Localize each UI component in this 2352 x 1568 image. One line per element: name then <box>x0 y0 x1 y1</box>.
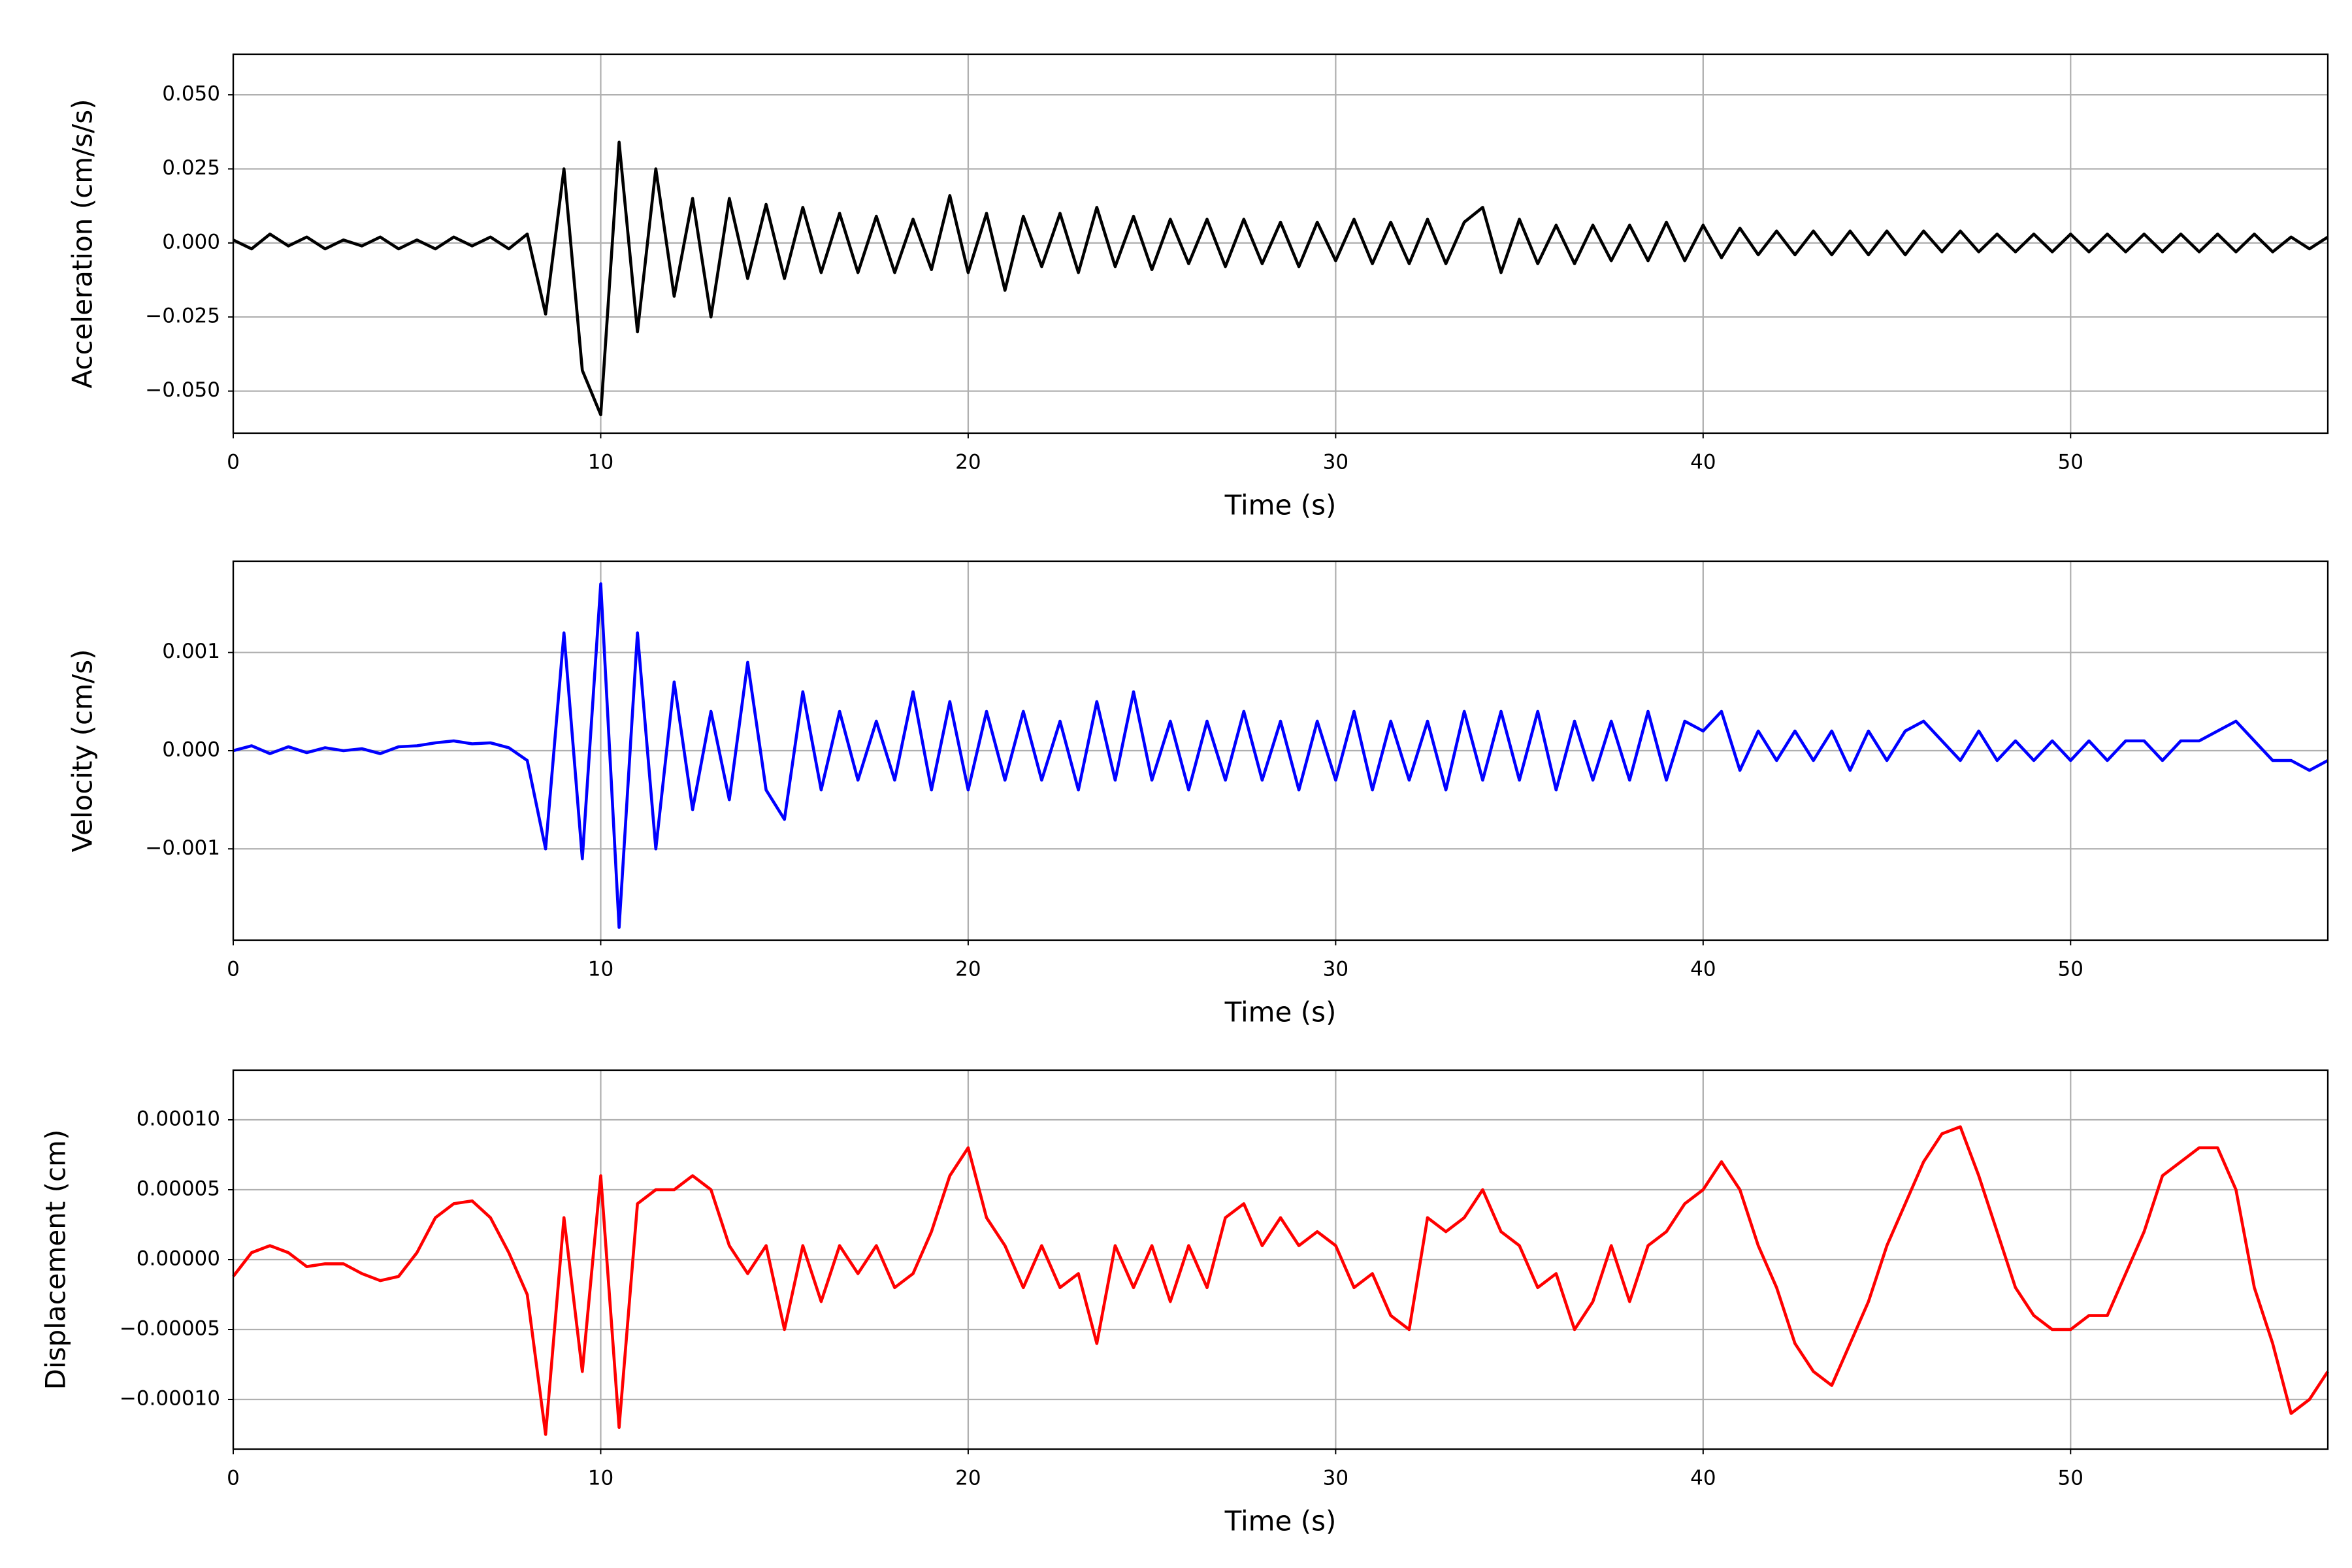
y-axis-label: Displacement (cm) <box>40 1130 72 1390</box>
y-tick-label: 0.000 <box>162 230 220 253</box>
x-tick-label: 20 <box>955 958 981 981</box>
y-tick-label: 0.025 <box>162 156 220 180</box>
y-tick-label: 0.000 <box>162 738 220 762</box>
x-tick-label: 50 <box>2058 958 2083 981</box>
x-tick-label: 20 <box>955 1467 981 1490</box>
x-axis-label: Time (s) <box>1224 489 1337 521</box>
x-tick-label: 50 <box>2058 451 2083 474</box>
plot-frame <box>232 53 2329 434</box>
y-tick-label: 0.00005 <box>137 1177 220 1200</box>
y-tick-label: −0.050 <box>145 378 220 402</box>
y-tick-label: 0.00000 <box>137 1247 220 1271</box>
x-tick-label: 40 <box>1690 958 1716 981</box>
subplot: 0 10 20 30 40 50 −0.050 −0.025 0.000 0.025 0.050 Ti… <box>67 53 2329 521</box>
data-line <box>233 582 2329 929</box>
x-axis-label: Time (s) <box>1224 1505 1337 1537</box>
plot-frame <box>232 560 2329 941</box>
x-tick-label: 0 <box>227 451 240 474</box>
y-tick-label: −0.001 <box>145 836 220 860</box>
plot-frame <box>232 1069 2329 1450</box>
data-line <box>232 140 2329 417</box>
subplot: 0 10 20 30 40 50 −0.001 0.000 0.001 Time (s) Veloc… <box>67 560 2329 1028</box>
x-tick-label: 40 <box>1690 451 1716 474</box>
x-tick-label: 20 <box>955 451 981 474</box>
y-axis-label: Velocity (cm/s) <box>67 649 99 853</box>
y-axis-label: Acceleration (cm/s/s) <box>67 99 99 388</box>
y-tick-label: 0.050 <box>162 82 220 106</box>
y-tick-label: 0.001 <box>162 640 220 663</box>
y-tick-label: −0.00010 <box>120 1387 220 1411</box>
x-tick-label: 10 <box>588 451 613 474</box>
y-tick-label: −0.025 <box>145 304 220 328</box>
data-line <box>232 1125 2329 1436</box>
y-tick-label: 0.00010 <box>137 1107 220 1130</box>
x-tick-label: 10 <box>588 1467 613 1490</box>
x-axis-label: Time (s) <box>1224 996 1337 1028</box>
x-tick-label: 30 <box>1323 451 1348 474</box>
x-tick-label: 0 <box>227 1467 240 1490</box>
x-tick-label: 30 <box>1323 1467 1348 1490</box>
subplot: 0 10 20 30 40 50 −0.00010 −0.00005 0.00000 0.0000… <box>40 1069 2329 1537</box>
y-tick-label: −0.00005 <box>120 1317 220 1341</box>
x-tick-label: 30 <box>1323 958 1348 981</box>
x-tick-label: 40 <box>1690 1467 1716 1490</box>
x-tick-label: 50 <box>2058 1467 2083 1490</box>
x-tick-label: 10 <box>588 958 613 981</box>
x-tick-label: 0 <box>227 958 240 981</box>
